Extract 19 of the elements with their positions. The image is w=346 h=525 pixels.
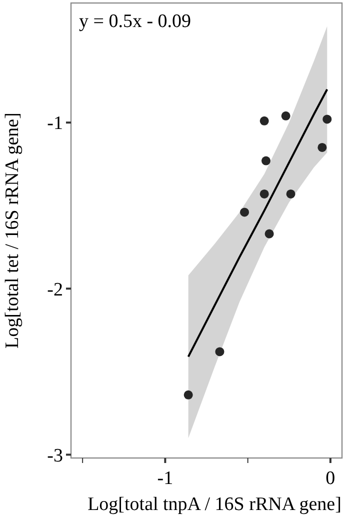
y-tick-label: -2 (47, 279, 63, 300)
x-tick-label: 0 (326, 468, 336, 489)
point (240, 208, 250, 217)
point (318, 142, 327, 152)
point (184, 390, 193, 400)
line-series (187, 88, 328, 358)
point (264, 229, 274, 238)
y-tick-label: -1 (47, 113, 63, 134)
point (286, 189, 296, 198)
y-tick-label: -3 (47, 445, 63, 466)
point (260, 189, 269, 198)
y-axis-title: Log[total tet / 16S rRNA gene] (2, 112, 23, 348)
point (215, 347, 224, 356)
point (322, 114, 332, 124)
point (281, 111, 290, 120)
point (261, 156, 270, 166)
point (260, 116, 269, 126)
x-axis-title: Log[total tnpA / 16S rRNA gene] (88, 494, 342, 515)
annotation: y = 0.5x - 0.09 (79, 11, 192, 32)
